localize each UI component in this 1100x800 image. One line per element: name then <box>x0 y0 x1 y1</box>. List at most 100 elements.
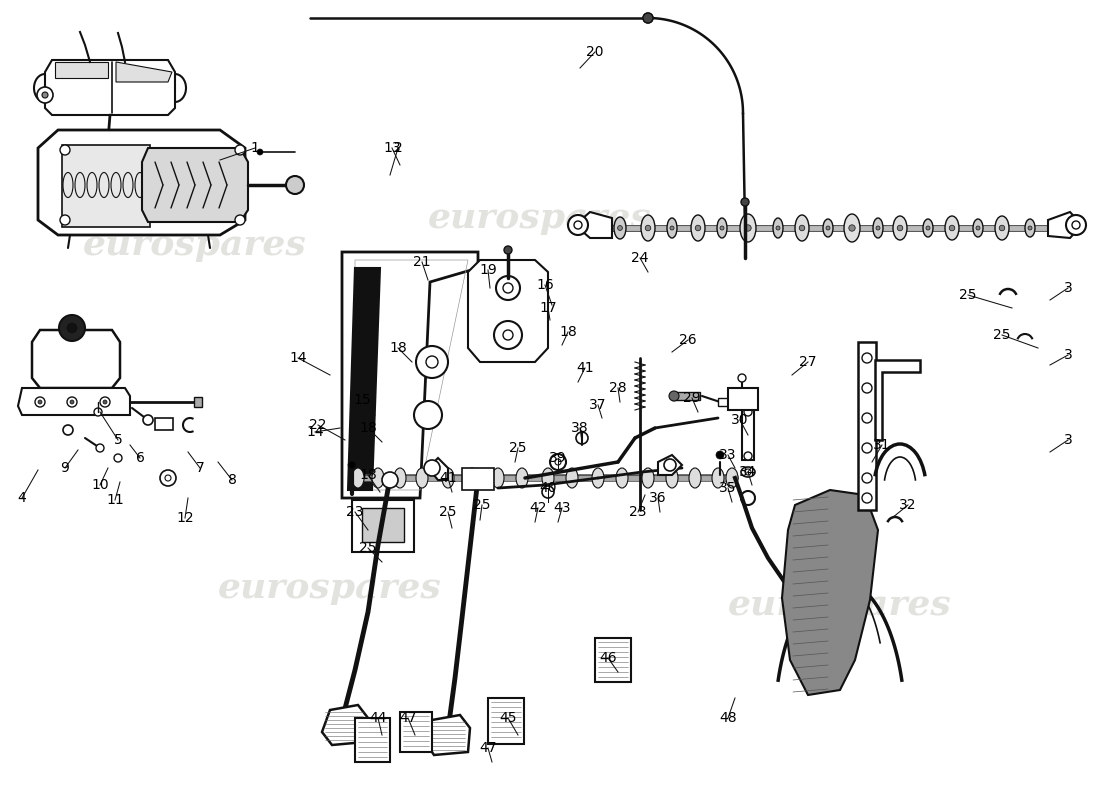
Circle shape <box>949 226 955 230</box>
Polygon shape <box>116 62 172 82</box>
Ellipse shape <box>542 468 554 488</box>
Polygon shape <box>782 490 878 695</box>
Bar <box>194 397 202 407</box>
Circle shape <box>114 454 122 462</box>
Ellipse shape <box>492 468 504 488</box>
Ellipse shape <box>641 215 654 241</box>
Bar <box>728 388 758 410</box>
Circle shape <box>695 226 701 230</box>
Bar <box>858 342 876 510</box>
Polygon shape <box>468 260 548 362</box>
Circle shape <box>617 226 623 230</box>
Circle shape <box>800 226 805 230</box>
Text: 3: 3 <box>1064 281 1072 295</box>
Ellipse shape <box>642 468 654 488</box>
Text: 31: 31 <box>873 438 891 452</box>
Circle shape <box>862 493 872 503</box>
Text: 48: 48 <box>719 711 737 725</box>
Circle shape <box>862 383 872 393</box>
Circle shape <box>568 215 588 235</box>
Text: 33: 33 <box>719 448 737 462</box>
Text: 25: 25 <box>439 505 456 519</box>
Ellipse shape <box>352 468 364 488</box>
Text: 30: 30 <box>732 413 749 427</box>
Text: 17: 17 <box>539 301 557 315</box>
Text: 27: 27 <box>800 355 816 369</box>
Text: 25: 25 <box>509 441 527 455</box>
Ellipse shape <box>516 468 528 488</box>
Ellipse shape <box>873 218 883 238</box>
Circle shape <box>39 400 42 404</box>
Text: 34: 34 <box>739 465 757 479</box>
Circle shape <box>926 226 929 230</box>
Circle shape <box>738 374 746 382</box>
Polygon shape <box>45 60 175 115</box>
Circle shape <box>849 225 855 231</box>
Ellipse shape <box>823 219 833 237</box>
Circle shape <box>67 397 77 407</box>
Text: 9: 9 <box>60 461 69 475</box>
Text: 28: 28 <box>609 381 627 395</box>
Text: 14: 14 <box>289 351 307 365</box>
Circle shape <box>235 215 245 225</box>
Bar <box>672 392 700 400</box>
Circle shape <box>826 226 830 230</box>
Ellipse shape <box>996 216 1009 240</box>
Text: 16: 16 <box>536 278 554 292</box>
Text: 2: 2 <box>394 141 403 155</box>
Ellipse shape <box>394 468 406 488</box>
Circle shape <box>720 226 724 230</box>
Circle shape <box>898 226 903 230</box>
Ellipse shape <box>741 467 755 477</box>
Polygon shape <box>32 330 120 388</box>
Ellipse shape <box>923 219 933 237</box>
Ellipse shape <box>442 468 454 488</box>
Circle shape <box>664 459 676 471</box>
Bar <box>352 500 414 552</box>
Circle shape <box>644 13 653 23</box>
Polygon shape <box>658 455 682 475</box>
Circle shape <box>1028 226 1032 230</box>
Circle shape <box>876 226 880 230</box>
Text: 21: 21 <box>414 255 431 269</box>
Ellipse shape <box>844 214 860 242</box>
Circle shape <box>716 451 724 459</box>
Text: 43: 43 <box>553 501 571 515</box>
Ellipse shape <box>740 214 756 242</box>
Ellipse shape <box>466 468 478 488</box>
Circle shape <box>426 356 438 368</box>
Text: eurospares: eurospares <box>84 228 307 262</box>
Circle shape <box>646 16 650 20</box>
Circle shape <box>100 397 110 407</box>
Circle shape <box>94 408 102 416</box>
Circle shape <box>235 145 245 155</box>
Text: 47: 47 <box>480 741 497 755</box>
Circle shape <box>257 149 263 155</box>
Text: 3: 3 <box>1064 348 1072 362</box>
Circle shape <box>976 226 980 230</box>
Circle shape <box>646 226 651 230</box>
Text: 25: 25 <box>473 498 491 512</box>
Ellipse shape <box>1025 219 1035 237</box>
Circle shape <box>862 353 872 363</box>
Circle shape <box>669 391 679 401</box>
Text: 8: 8 <box>228 473 236 487</box>
Ellipse shape <box>372 468 384 488</box>
Polygon shape <box>39 130 245 235</box>
Text: 10: 10 <box>91 478 109 492</box>
Text: 46: 46 <box>600 651 617 665</box>
Text: 23: 23 <box>346 505 364 519</box>
Circle shape <box>862 473 872 483</box>
Text: 24: 24 <box>631 251 649 265</box>
Bar <box>362 508 404 542</box>
Text: 32: 32 <box>900 498 916 512</box>
Text: eurospares: eurospares <box>428 201 652 235</box>
Ellipse shape <box>691 215 705 241</box>
Ellipse shape <box>717 218 727 238</box>
Polygon shape <box>575 212 612 238</box>
Circle shape <box>96 444 104 452</box>
Text: 6: 6 <box>135 451 144 465</box>
Polygon shape <box>874 360 920 440</box>
Polygon shape <box>55 62 108 78</box>
Polygon shape <box>428 458 448 480</box>
